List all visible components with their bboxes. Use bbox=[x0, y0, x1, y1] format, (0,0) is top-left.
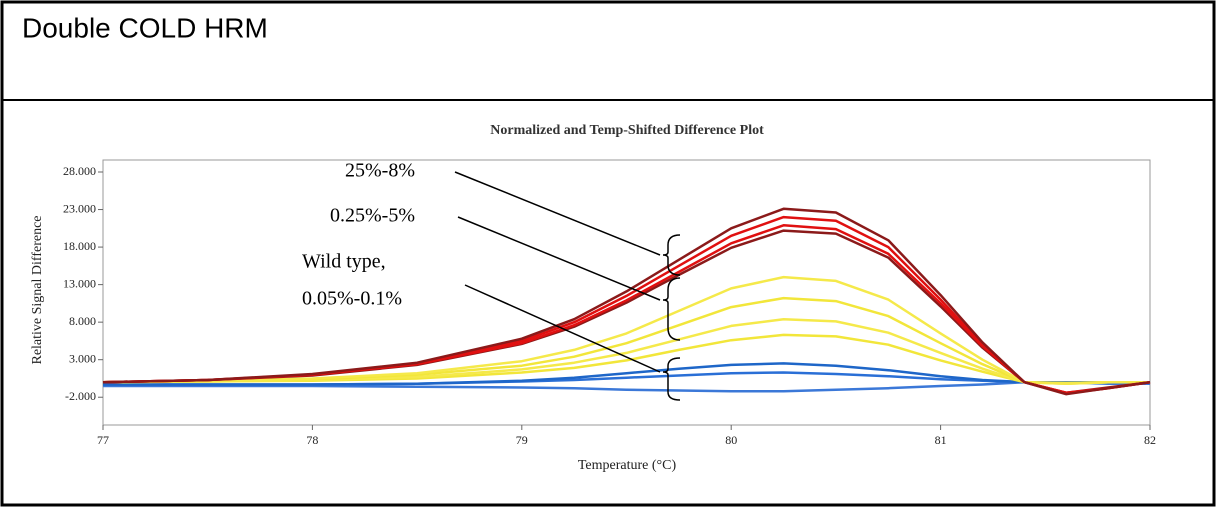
annotation-line bbox=[464, 284, 661, 373]
annotations: 25%-8% 0.25%-5% Wild type, 0.05%-0.1% bbox=[302, 160, 681, 401]
y-tick-label: 28.000 bbox=[63, 164, 96, 178]
bracket bbox=[662, 277, 681, 341]
x-tick-label: 81 bbox=[935, 433, 947, 447]
x-tick-label: 79 bbox=[516, 433, 528, 447]
plot bbox=[102, 207, 1151, 396]
bracket bbox=[662, 357, 681, 401]
y-tick-label: 3.000 bbox=[69, 351, 96, 365]
x-tick-label: 82 bbox=[1144, 433, 1156, 447]
y-tick-label: 18.000 bbox=[63, 239, 96, 253]
series-line bbox=[102, 275, 1150, 385]
annotation: 0.05%-0.1% bbox=[302, 288, 402, 310]
x-axis-label: Temperature (°C) bbox=[578, 458, 677, 473]
chart-title: Normalized and Temp-Shifted Difference P… bbox=[490, 123, 764, 138]
x-tick-label: 78 bbox=[306, 433, 318, 447]
y-tick-label: 23.000 bbox=[63, 201, 96, 215]
annotation: 25%-8% bbox=[345, 160, 415, 182]
annotation: Wild type, bbox=[302, 251, 386, 273]
annotation: 0.25%-5% bbox=[330, 205, 415, 227]
bracket bbox=[662, 234, 681, 276]
series-line bbox=[102, 207, 1151, 396]
y-tick-label: 8.000 bbox=[69, 314, 96, 328]
y-axis-label: Relative Signal Difference bbox=[30, 215, 45, 364]
header-title: Double COLD HRM bbox=[22, 12, 268, 43]
y-tick-label: -2.000 bbox=[65, 389, 96, 403]
x-tick-label: 80 bbox=[725, 433, 737, 447]
annotation-line bbox=[454, 171, 661, 256]
y-tick-label: 13.000 bbox=[63, 276, 96, 290]
x-tick-label: 77 bbox=[97, 433, 109, 447]
annotation-line bbox=[457, 216, 661, 301]
